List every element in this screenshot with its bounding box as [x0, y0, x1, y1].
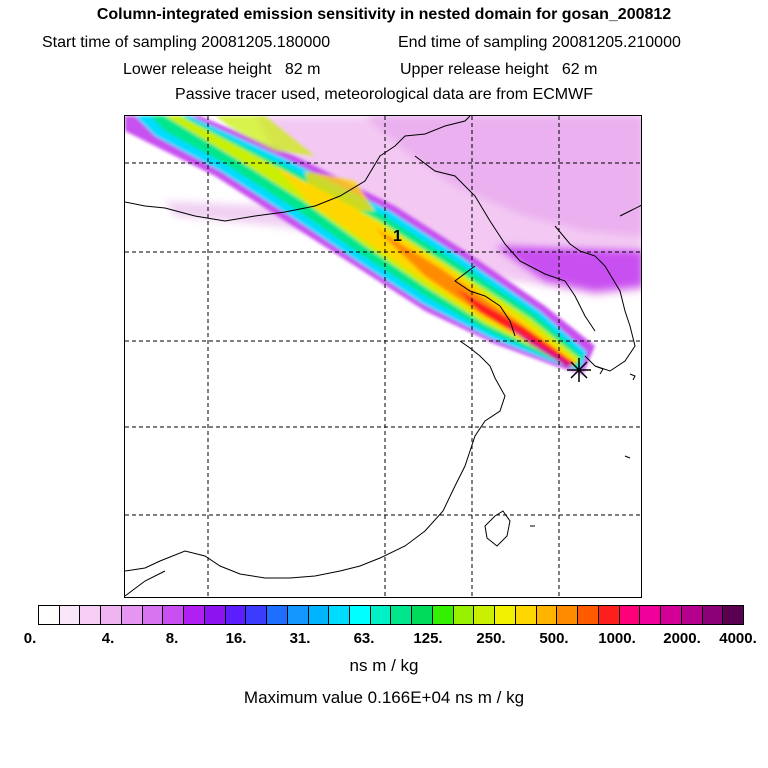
color-swatch	[329, 606, 351, 624]
scale-tick-label: 8.	[165, 630, 179, 647]
scale-tick-label: 31.	[289, 630, 311, 647]
color-swatch	[267, 606, 288, 624]
scale-tick-label: 250.	[476, 630, 506, 647]
color-swatch	[163, 606, 185, 624]
color-swatch	[121, 606, 143, 624]
color-swatch	[598, 606, 620, 624]
color-swatch	[142, 606, 164, 624]
color-swatch	[412, 606, 433, 624]
color-swatch	[661, 606, 682, 624]
color-swatch	[640, 606, 662, 624]
lower-height-label: Lower release height 82 m	[123, 61, 321, 78]
color-swatch	[681, 606, 703, 624]
scale-tick-label: 4.	[101, 630, 115, 647]
color-scale-bar	[38, 605, 744, 625]
color-swatch	[204, 606, 226, 624]
tracer-label: Passive tracer used, meteorological data…	[175, 86, 593, 103]
graticule	[125, 116, 641, 597]
color-swatch	[474, 606, 496, 624]
color-swatch	[391, 606, 413, 624]
scale-tick-label: 1000.	[598, 630, 636, 647]
color-swatch	[702, 606, 724, 624]
color-swatch	[723, 606, 743, 624]
color-swatch	[101, 606, 122, 624]
end-time-label: End time of sampling 20081205.210000	[398, 34, 681, 51]
color-swatch	[515, 606, 537, 624]
scale-tick-label: 500.	[539, 630, 569, 647]
trajectory-marker-label: 1	[393, 228, 402, 245]
color-swatch	[619, 606, 641, 624]
emission-sensitivity-map: 1	[125, 116, 641, 597]
color-swatch	[557, 606, 579, 624]
color-swatch	[536, 606, 558, 624]
plume-field	[125, 116, 595, 374]
color-swatch	[184, 606, 205, 624]
scale-tick-label: 2000.	[663, 630, 701, 647]
color-swatch	[432, 606, 454, 624]
color-swatch	[370, 606, 392, 624]
scale-tick-label: 63.	[353, 630, 375, 647]
color-swatch	[59, 606, 81, 624]
color-swatch	[39, 606, 60, 624]
plot-title: Column-integrated emission sensitivity i…	[96, 6, 672, 23]
map-panel: 1	[124, 115, 642, 598]
start-time-label: Start time of sampling 20081205.180000	[42, 34, 331, 51]
maximum-value-label: Maximum value 0.166E+04 ns m / kg	[243, 688, 525, 707]
scale-tick-label: 0.	[23, 630, 37, 647]
unit-label: ns m / kg	[349, 656, 419, 675]
coastlines	[125, 116, 641, 597]
scale-tick-label: 125.	[413, 630, 443, 647]
color-swatch	[225, 606, 247, 624]
color-swatch	[246, 606, 268, 624]
low-sensitivity-field	[165, 116, 641, 296]
color-swatch	[350, 606, 371, 624]
color-swatch	[287, 606, 309, 624]
color-swatch	[495, 606, 516, 624]
color-swatch	[80, 606, 102, 624]
upper-height-label: Upper release height 62 m	[400, 61, 598, 78]
scale-tick-label: 4000.	[719, 630, 757, 647]
color-swatch	[578, 606, 599, 624]
star-icon	[567, 358, 591, 382]
scale-tick-label: 16.	[225, 630, 247, 647]
color-swatch	[308, 606, 330, 624]
color-swatch	[453, 606, 475, 624]
